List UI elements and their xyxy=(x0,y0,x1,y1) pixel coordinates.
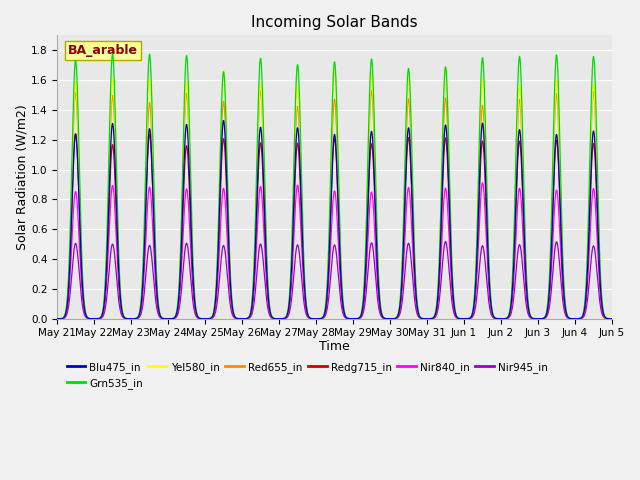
Legend: Blu475_in, Grn535_in, Yel580_in, Red655_in, Redg715_in, Nir840_in, Nir945_in: Blu475_in, Grn535_in, Yel580_in, Red655_… xyxy=(62,358,552,393)
Y-axis label: Solar Radiation (W/m2): Solar Radiation (W/m2) xyxy=(15,104,28,250)
Title: Incoming Solar Bands: Incoming Solar Bands xyxy=(252,15,418,30)
X-axis label: Time: Time xyxy=(319,340,350,353)
Text: BA_arable: BA_arable xyxy=(68,44,138,57)
